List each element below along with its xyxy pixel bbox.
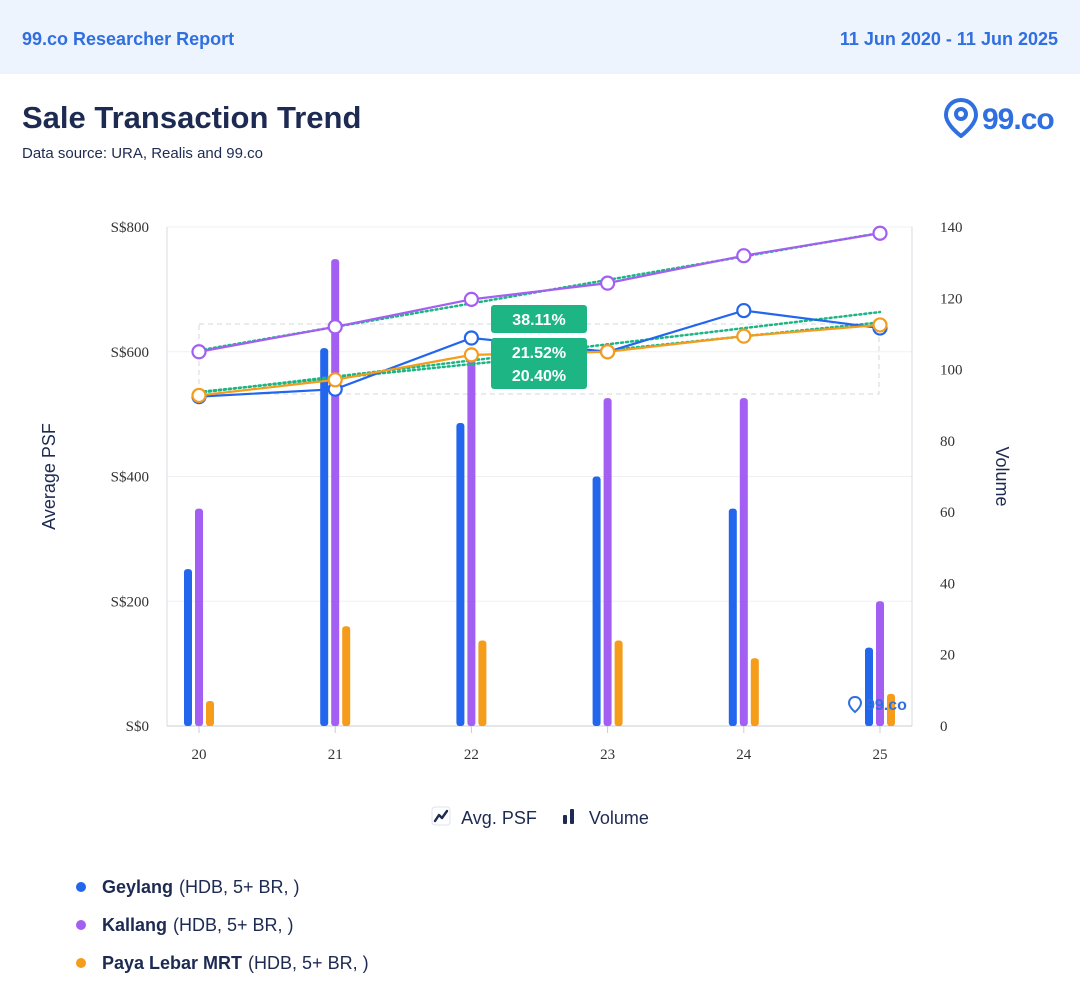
y-right-tick-label: 140 xyxy=(940,220,963,236)
volume-bar xyxy=(456,423,465,726)
y-right-tick-label: 120 xyxy=(940,291,963,307)
watermark-pin-icon xyxy=(847,695,863,714)
volume-bar xyxy=(467,351,476,726)
x-tick-label: 23 xyxy=(600,747,615,763)
highlight-box xyxy=(198,323,880,395)
avg-psf-point xyxy=(191,387,207,404)
toggle-avg-psf-label: Avg. PSF xyxy=(461,808,537,828)
y-right-tick-label: 60 xyxy=(940,505,955,521)
avg-psf-point xyxy=(463,330,479,346)
logo-wordmark: 99.co xyxy=(982,103,1055,136)
volume-bar xyxy=(887,693,895,726)
toggle-avg-psf[interactable]: Avg. PSF xyxy=(431,806,537,831)
growth-badge xyxy=(491,361,587,389)
y-left-tick-label: S$400 xyxy=(111,470,149,486)
report-brand: 99.co Researcher Report xyxy=(22,29,235,49)
growth-badge-label: 20.40% xyxy=(512,368,566,385)
y-right-tick-label: 40 xyxy=(940,576,955,592)
volume-bar xyxy=(342,626,351,726)
chart-watermark: 99.co xyxy=(847,695,907,714)
avg-psf-point xyxy=(736,302,752,319)
y-left-tick-label: S$600 xyxy=(111,345,149,361)
y-right-tick-label: 20 xyxy=(940,648,955,664)
y-left-tick-label: S$200 xyxy=(111,594,149,610)
data-source: Data source: URA, Realis and 99.co xyxy=(22,145,263,162)
toggle-volume-label: Volume xyxy=(588,808,649,828)
y-right-tick-label: 80 xyxy=(940,434,955,450)
y-right-tick-label: 100 xyxy=(940,363,963,379)
avg-psf-point xyxy=(327,372,343,388)
bar-chart-icon xyxy=(559,806,579,831)
y-left-axis-title: Average PSF xyxy=(39,423,59,530)
growth-badge xyxy=(491,338,587,366)
avg-psf-point xyxy=(599,275,616,291)
chart-legend: Geylang (HDB, 5+ BR, ) Kallang (HDB, 5+ … xyxy=(76,868,369,982)
legend-name: Paya Lebar MRT xyxy=(102,952,243,973)
toggle-volume[interactable]: Volume xyxy=(559,806,649,831)
legend-detail: (HDB, 5+ BR, ) xyxy=(248,952,369,973)
volume-bar xyxy=(184,569,192,726)
volume-bar xyxy=(206,701,214,726)
volume-bar xyxy=(603,398,612,726)
y-left-tick-label: S$0 xyxy=(126,719,149,735)
volume-bar xyxy=(750,658,759,726)
volume-bar xyxy=(739,398,748,726)
brand-logo: 99.co xyxy=(943,97,1064,143)
avg-psf-point xyxy=(463,291,479,307)
map-pin-icon xyxy=(943,97,979,143)
y-right-axis-title: Volume xyxy=(992,446,1012,506)
volume-bar xyxy=(614,640,623,726)
sale-transaction-chart: S$0 S$200 S$400 S$600 S$800 0 20 40 60 80 100 120 14… xyxy=(39,220,1012,763)
avg-psf-line xyxy=(198,232,881,353)
legend-item-geylang[interactable]: Geylang (HDB, 5+ BR, ) xyxy=(76,868,369,906)
avg-psf-point xyxy=(191,344,207,360)
volume-bar xyxy=(865,647,873,726)
avg-psf-point xyxy=(872,317,888,333)
x-tick-label: 24 xyxy=(736,747,752,763)
y-right-tick-label: 0 xyxy=(940,719,948,735)
volume-bar xyxy=(728,508,737,726)
y-left-tick-label: S$800 xyxy=(111,220,149,236)
legend-detail: (HDB, 5+ BR, ) xyxy=(179,876,300,897)
volume-bar xyxy=(876,601,884,726)
legend-dot xyxy=(76,882,86,892)
legend-name: Kallang xyxy=(102,914,168,935)
avg-psf-point xyxy=(327,319,343,335)
legend-item-paya-lebar-mrt[interactable]: Paya Lebar MRT (HDB, 5+ BR, ) xyxy=(76,944,369,982)
legend-dot xyxy=(76,958,86,968)
volume-bar xyxy=(320,348,329,726)
date-range: 11 Jun 2020 - 11 Jun 2025 xyxy=(839,29,1058,49)
legend-item-kallang[interactable]: Kallang (HDB, 5+ BR, ) xyxy=(76,906,369,944)
growth-badge-label: 38.11% xyxy=(512,312,565,329)
growth-badge xyxy=(491,305,587,333)
watermark-text: 99.co xyxy=(866,697,907,714)
x-tick-label: 20 xyxy=(192,747,207,763)
report-header: 99.co Researcher Report 11 Jun 2020 - 11… xyxy=(0,0,1080,74)
x-tick-label: 25 xyxy=(873,747,888,763)
avg-psf-point xyxy=(736,328,752,344)
avg-psf-point xyxy=(599,344,616,360)
page-title: Sale Transaction Trend xyxy=(22,100,362,135)
growth-badge-label: 21.52% xyxy=(512,345,566,362)
x-tick-label: 22 xyxy=(464,747,479,763)
legend-name: Geylang xyxy=(102,876,174,897)
avg-psf-point xyxy=(463,347,479,363)
volume-bar xyxy=(195,508,203,726)
line-chart-icon xyxy=(431,806,451,831)
volume-bar xyxy=(478,640,487,726)
chart-toggles: Avg. PSF Volume xyxy=(0,806,1080,831)
avg-psf-point xyxy=(736,248,752,264)
legend-dot xyxy=(76,920,86,930)
volume-bar xyxy=(592,476,601,726)
legend-detail: (HDB, 5+ BR, ) xyxy=(173,914,294,935)
avg-psf-point xyxy=(872,225,888,241)
x-tick-label: 21 xyxy=(328,747,343,763)
